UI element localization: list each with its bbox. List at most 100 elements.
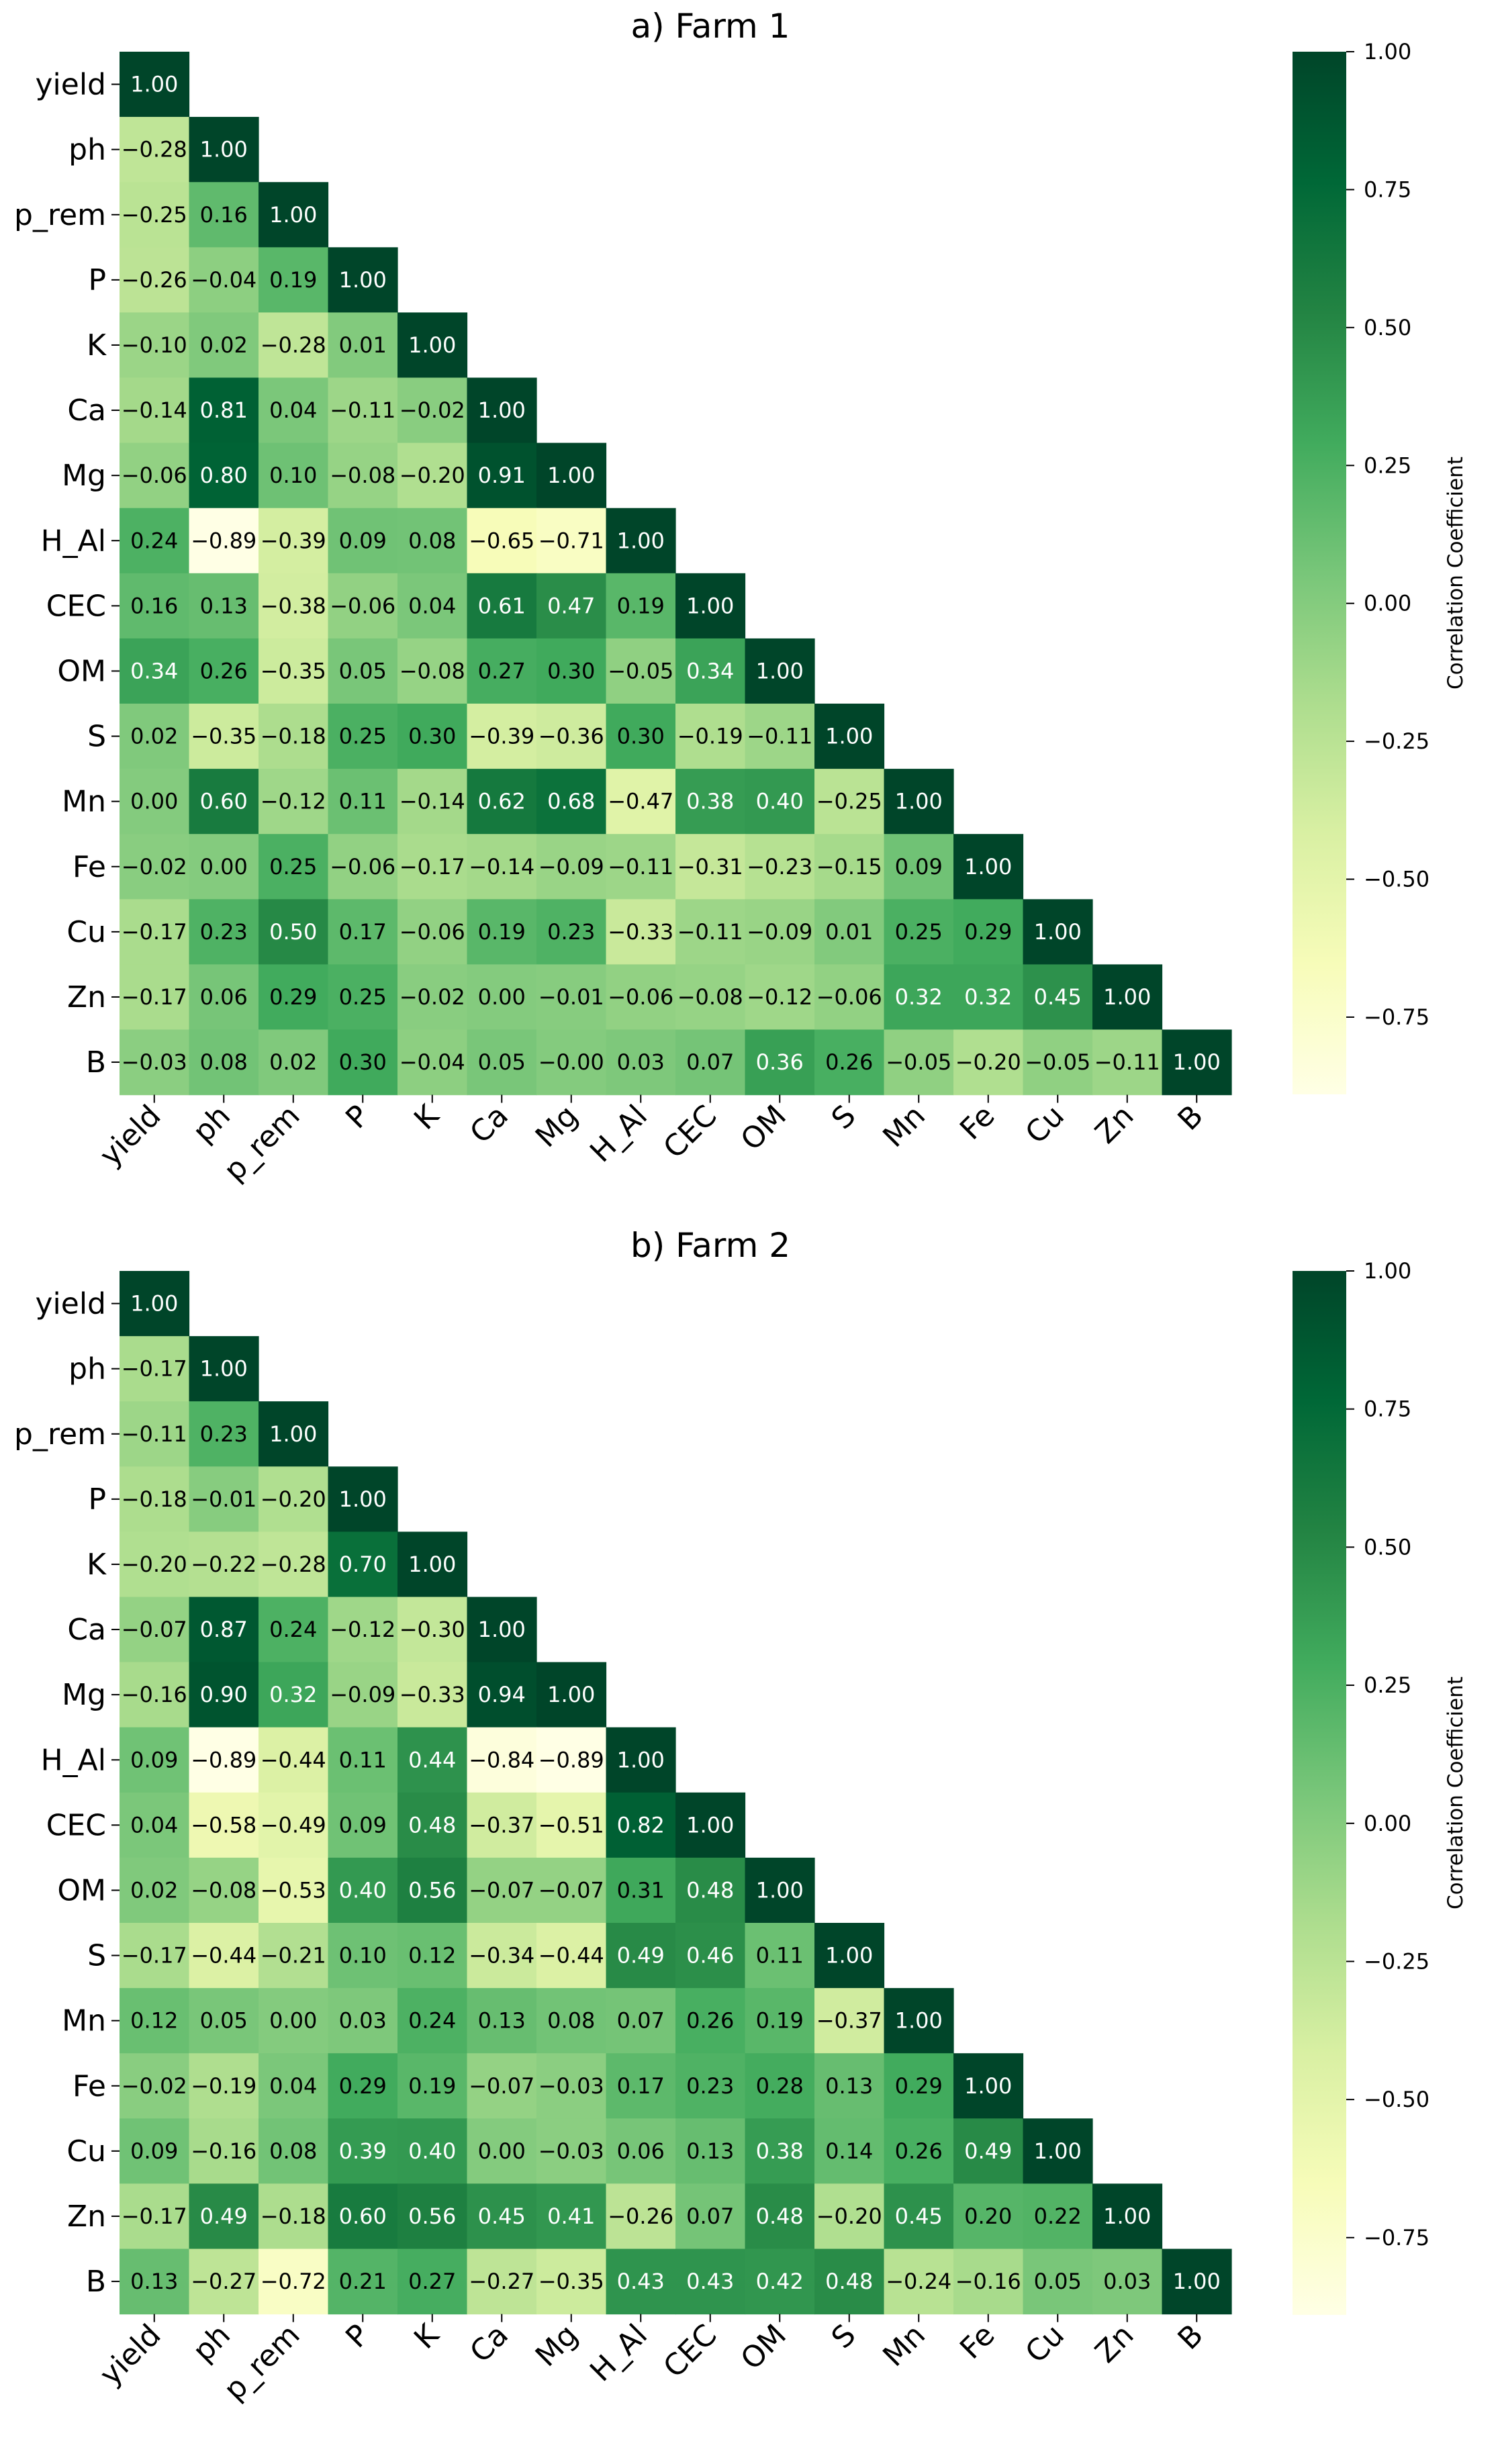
colorbar-tick-label: 0.50 [1364, 315, 1411, 340]
heatmap-cell [259, 508, 329, 574]
heatmap-cell [1092, 2183, 1163, 2250]
heatmap-cell [189, 1662, 259, 1728]
heatmap-cell [259, 899, 329, 965]
cell-value-label: −0.39 [469, 724, 534, 749]
heatmap-cell [397, 899, 468, 965]
cell-value-label: 0.10 [339, 1943, 387, 1969]
heatmap-cell [259, 1857, 329, 1924]
cell-value-label: −0.06 [330, 854, 395, 880]
cell-value-label: 0.00 [478, 2138, 526, 2164]
heatmap-cell [745, 2053, 815, 2119]
y-tick-label: ph [68, 133, 106, 167]
cell-value-label: 1.00 [686, 593, 734, 618]
y-axis-tick-labels: yield ph p_rem PK Ca Mg H_Al CEC OM S Mn Fe Cu Zn B [14, 68, 120, 1080]
heatmap-cell [397, 638, 468, 704]
heatmap-cells: 1.00−0.28 1.00−0.25 0.16 1.00−0.26 −0.04 0.19… [120, 52, 1232, 1096]
cell-value-label: −0.30 [400, 1617, 465, 1642]
cell-value-label: 0.48 [686, 1877, 734, 1903]
cell-value-label: −0.19 [677, 724, 743, 749]
heatmap-cell [189, 312, 259, 379]
cell-value-label: 0.29 [964, 919, 1012, 945]
colorbar-tick-label: 0.25 [1364, 453, 1411, 478]
heatmap-cell [884, 2248, 954, 2315]
cell-value-label: −0.01 [191, 1486, 256, 1512]
heatmap-cell [814, 1988, 885, 2054]
cell-value-label: −0.51 [538, 1812, 604, 1838]
cell-value-label: 0.17 [617, 2073, 665, 2099]
heatmap-cell [467, 899, 537, 965]
cell-value-label: 0.16 [130, 593, 178, 618]
cell-value-label: 0.32 [895, 984, 943, 1010]
heatmap-cell [397, 1923, 468, 1989]
cell-value-label: 0.19 [756, 2008, 804, 2034]
cell-value-label: 0.39 [339, 2138, 387, 2164]
cell-value-label: 0.28 [756, 2073, 804, 2099]
heatmap-cell [328, 1466, 398, 1532]
heatmap-cell [536, 442, 607, 509]
colorbar-tick-label: −0.50 [1364, 867, 1429, 892]
heatmap-cell [467, 964, 537, 1031]
cell-value-label: 0.13 [130, 2269, 178, 2294]
cell-value-label: −0.26 [122, 267, 187, 293]
cell-value-label: 0.70 [339, 1552, 387, 1577]
cell-value-label: 1.00 [756, 658, 804, 683]
cell-value-label: 0.08 [269, 2138, 317, 2164]
cell-value-label: −0.53 [261, 1877, 326, 1903]
cell-value-label: 0.05 [339, 658, 387, 683]
cell-value-label: 0.49 [617, 1943, 665, 1969]
colorbar-gradient [1293, 52, 1346, 1094]
heatmap-cell [1092, 964, 1163, 1031]
heatmap-cell [467, 1923, 537, 1989]
cell-value-label: −0.07 [122, 1617, 187, 1642]
cell-value-label: −0.27 [191, 2269, 256, 2294]
heatmap-cell [189, 1466, 259, 1532]
cell-value-label: −0.20 [261, 1486, 326, 1512]
cell-value-label: 1.00 [617, 528, 665, 553]
heatmap-cell [814, 964, 885, 1031]
heatmap-cell [606, 834, 676, 900]
y-tick-label: Fe [73, 850, 106, 884]
y-tick-label: K [87, 1548, 107, 1582]
heatmap-cell [745, 1857, 815, 1924]
heatmap-cell [675, 573, 746, 639]
y-tick-label: H_Al [41, 1743, 106, 1777]
heatmap-cell [675, 834, 746, 900]
cell-value-label: −0.11 [677, 919, 743, 945]
heatmap-cell [189, 1531, 259, 1598]
heatmap-cell [606, 573, 676, 639]
heatmap-cell [259, 312, 329, 379]
heatmap-cell [189, 638, 259, 704]
cell-value-label: 1.00 [756, 1877, 804, 1903]
heatmap-cell [397, 964, 468, 1031]
heatmap-cell [884, 964, 954, 1031]
heatmap-cell [259, 573, 329, 639]
cell-value-label: −0.08 [330, 463, 395, 488]
cell-value-label: −0.03 [538, 2073, 604, 2099]
colorbar-label: Correlation Coefficient [1444, 1676, 1468, 1909]
heatmap-cell [1092, 1029, 1163, 1096]
y-tick-label: yield [36, 1287, 107, 1321]
heatmap-cell [953, 899, 1024, 965]
cell-value-label: 0.24 [408, 2008, 456, 2034]
cell-value-label: 0.60 [339, 2204, 387, 2229]
heatmap-cell [953, 1029, 1024, 1096]
heatmap-cell [536, 1029, 607, 1096]
heatmap-cell [1023, 899, 1093, 965]
cell-value-label: 0.60 [200, 789, 248, 814]
cell-value-label: −0.33 [400, 1682, 465, 1707]
cell-value-label: 1.00 [339, 267, 387, 293]
heatmap-cell [120, 312, 190, 379]
cell-value-label: −0.07 [538, 1877, 604, 1903]
heatmap-cell [536, 2053, 607, 2119]
cell-value-label: 0.45 [1034, 984, 1082, 1010]
y-tick-label: Mg [62, 459, 106, 493]
cell-value-label: 0.87 [200, 1617, 248, 1642]
cell-value-label: 0.13 [200, 593, 248, 618]
heatmap-cell [536, 769, 607, 835]
cell-value-label: 0.05 [200, 2008, 248, 2034]
cell-value-label: 0.32 [964, 984, 1012, 1010]
cell-value-label: −0.89 [191, 1747, 256, 1772]
colorbar-tick-label: 0.00 [1364, 1811, 1411, 1836]
cell-value-label: −0.38 [261, 593, 326, 618]
cell-value-label: 0.43 [686, 2269, 734, 2294]
